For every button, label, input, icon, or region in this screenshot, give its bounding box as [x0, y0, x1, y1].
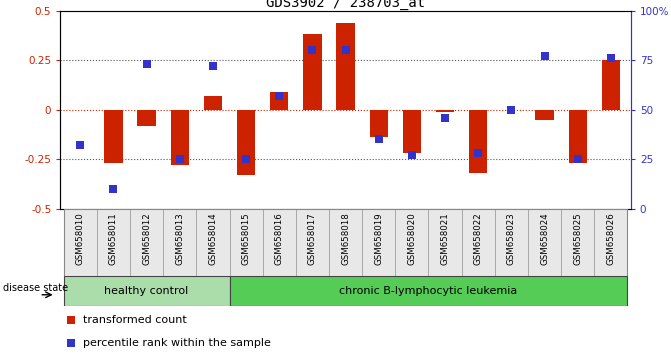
Bar — [595, 209, 627, 276]
Point — [473, 150, 484, 156]
Text: GSM658023: GSM658023 — [507, 212, 516, 265]
Bar — [163, 209, 197, 276]
Text: GSM658021: GSM658021 — [441, 212, 450, 265]
Bar — [296, 209, 329, 276]
Bar — [395, 209, 429, 276]
Bar — [170, 110, 189, 165]
Text: GSM658026: GSM658026 — [607, 212, 615, 265]
Bar — [97, 209, 130, 276]
Point — [141, 61, 152, 67]
Point — [572, 156, 583, 162]
Text: GSM658024: GSM658024 — [540, 212, 549, 265]
Bar — [495, 209, 528, 276]
Point — [539, 53, 550, 59]
Bar — [462, 209, 495, 276]
Bar — [370, 110, 388, 137]
Bar — [436, 110, 454, 112]
Text: healthy control: healthy control — [105, 286, 189, 296]
Text: GSM658025: GSM658025 — [573, 212, 582, 265]
Bar — [229, 276, 627, 306]
Bar — [229, 209, 262, 276]
Bar — [64, 276, 229, 306]
Bar — [469, 110, 487, 173]
Title: GDS3902 / 238703_at: GDS3902 / 238703_at — [266, 0, 425, 10]
Bar — [602, 60, 620, 110]
Point — [207, 63, 218, 69]
Point — [605, 55, 616, 61]
Text: GSM658016: GSM658016 — [274, 212, 284, 265]
Bar — [303, 34, 321, 110]
Text: GSM658014: GSM658014 — [209, 212, 217, 265]
Point — [75, 143, 86, 148]
Text: GSM658011: GSM658011 — [109, 212, 118, 265]
Text: GSM658010: GSM658010 — [76, 212, 85, 265]
Bar — [528, 209, 561, 276]
Text: GSM658012: GSM658012 — [142, 212, 151, 265]
Bar — [270, 92, 289, 110]
Bar — [561, 209, 595, 276]
Bar — [204, 96, 222, 110]
Text: chronic B-lymphocytic leukemia: chronic B-lymphocytic leukemia — [340, 286, 517, 296]
Bar — [237, 110, 255, 175]
Bar — [362, 209, 395, 276]
Bar — [429, 209, 462, 276]
Point — [340, 47, 351, 53]
Point — [108, 186, 119, 192]
Bar — [197, 209, 229, 276]
Text: transformed count: transformed count — [83, 315, 187, 325]
Text: GSM658015: GSM658015 — [242, 212, 250, 265]
Point — [65, 341, 76, 346]
Bar — [64, 209, 97, 276]
Text: disease state: disease state — [3, 282, 68, 292]
Text: GSM658022: GSM658022 — [474, 212, 482, 265]
Point — [241, 156, 252, 162]
Text: percentile rank within the sample: percentile rank within the sample — [83, 338, 271, 348]
Text: GSM658020: GSM658020 — [407, 212, 417, 265]
Text: GSM658013: GSM658013 — [175, 212, 185, 265]
Bar — [535, 110, 554, 120]
Bar — [104, 110, 123, 163]
Bar — [403, 110, 421, 153]
Point — [307, 47, 318, 53]
Bar — [130, 209, 163, 276]
Bar — [138, 110, 156, 126]
Bar — [262, 209, 296, 276]
Point — [65, 317, 76, 322]
Point — [440, 115, 450, 120]
Point — [373, 137, 384, 142]
Text: GSM658018: GSM658018 — [341, 212, 350, 265]
Bar — [336, 23, 355, 110]
Text: GSM658017: GSM658017 — [308, 212, 317, 265]
Bar — [568, 110, 587, 163]
Text: GSM658019: GSM658019 — [374, 212, 383, 265]
Point — [407, 153, 417, 158]
Point — [174, 156, 185, 162]
Bar — [329, 209, 362, 276]
Point — [506, 107, 517, 113]
Point — [274, 93, 285, 99]
